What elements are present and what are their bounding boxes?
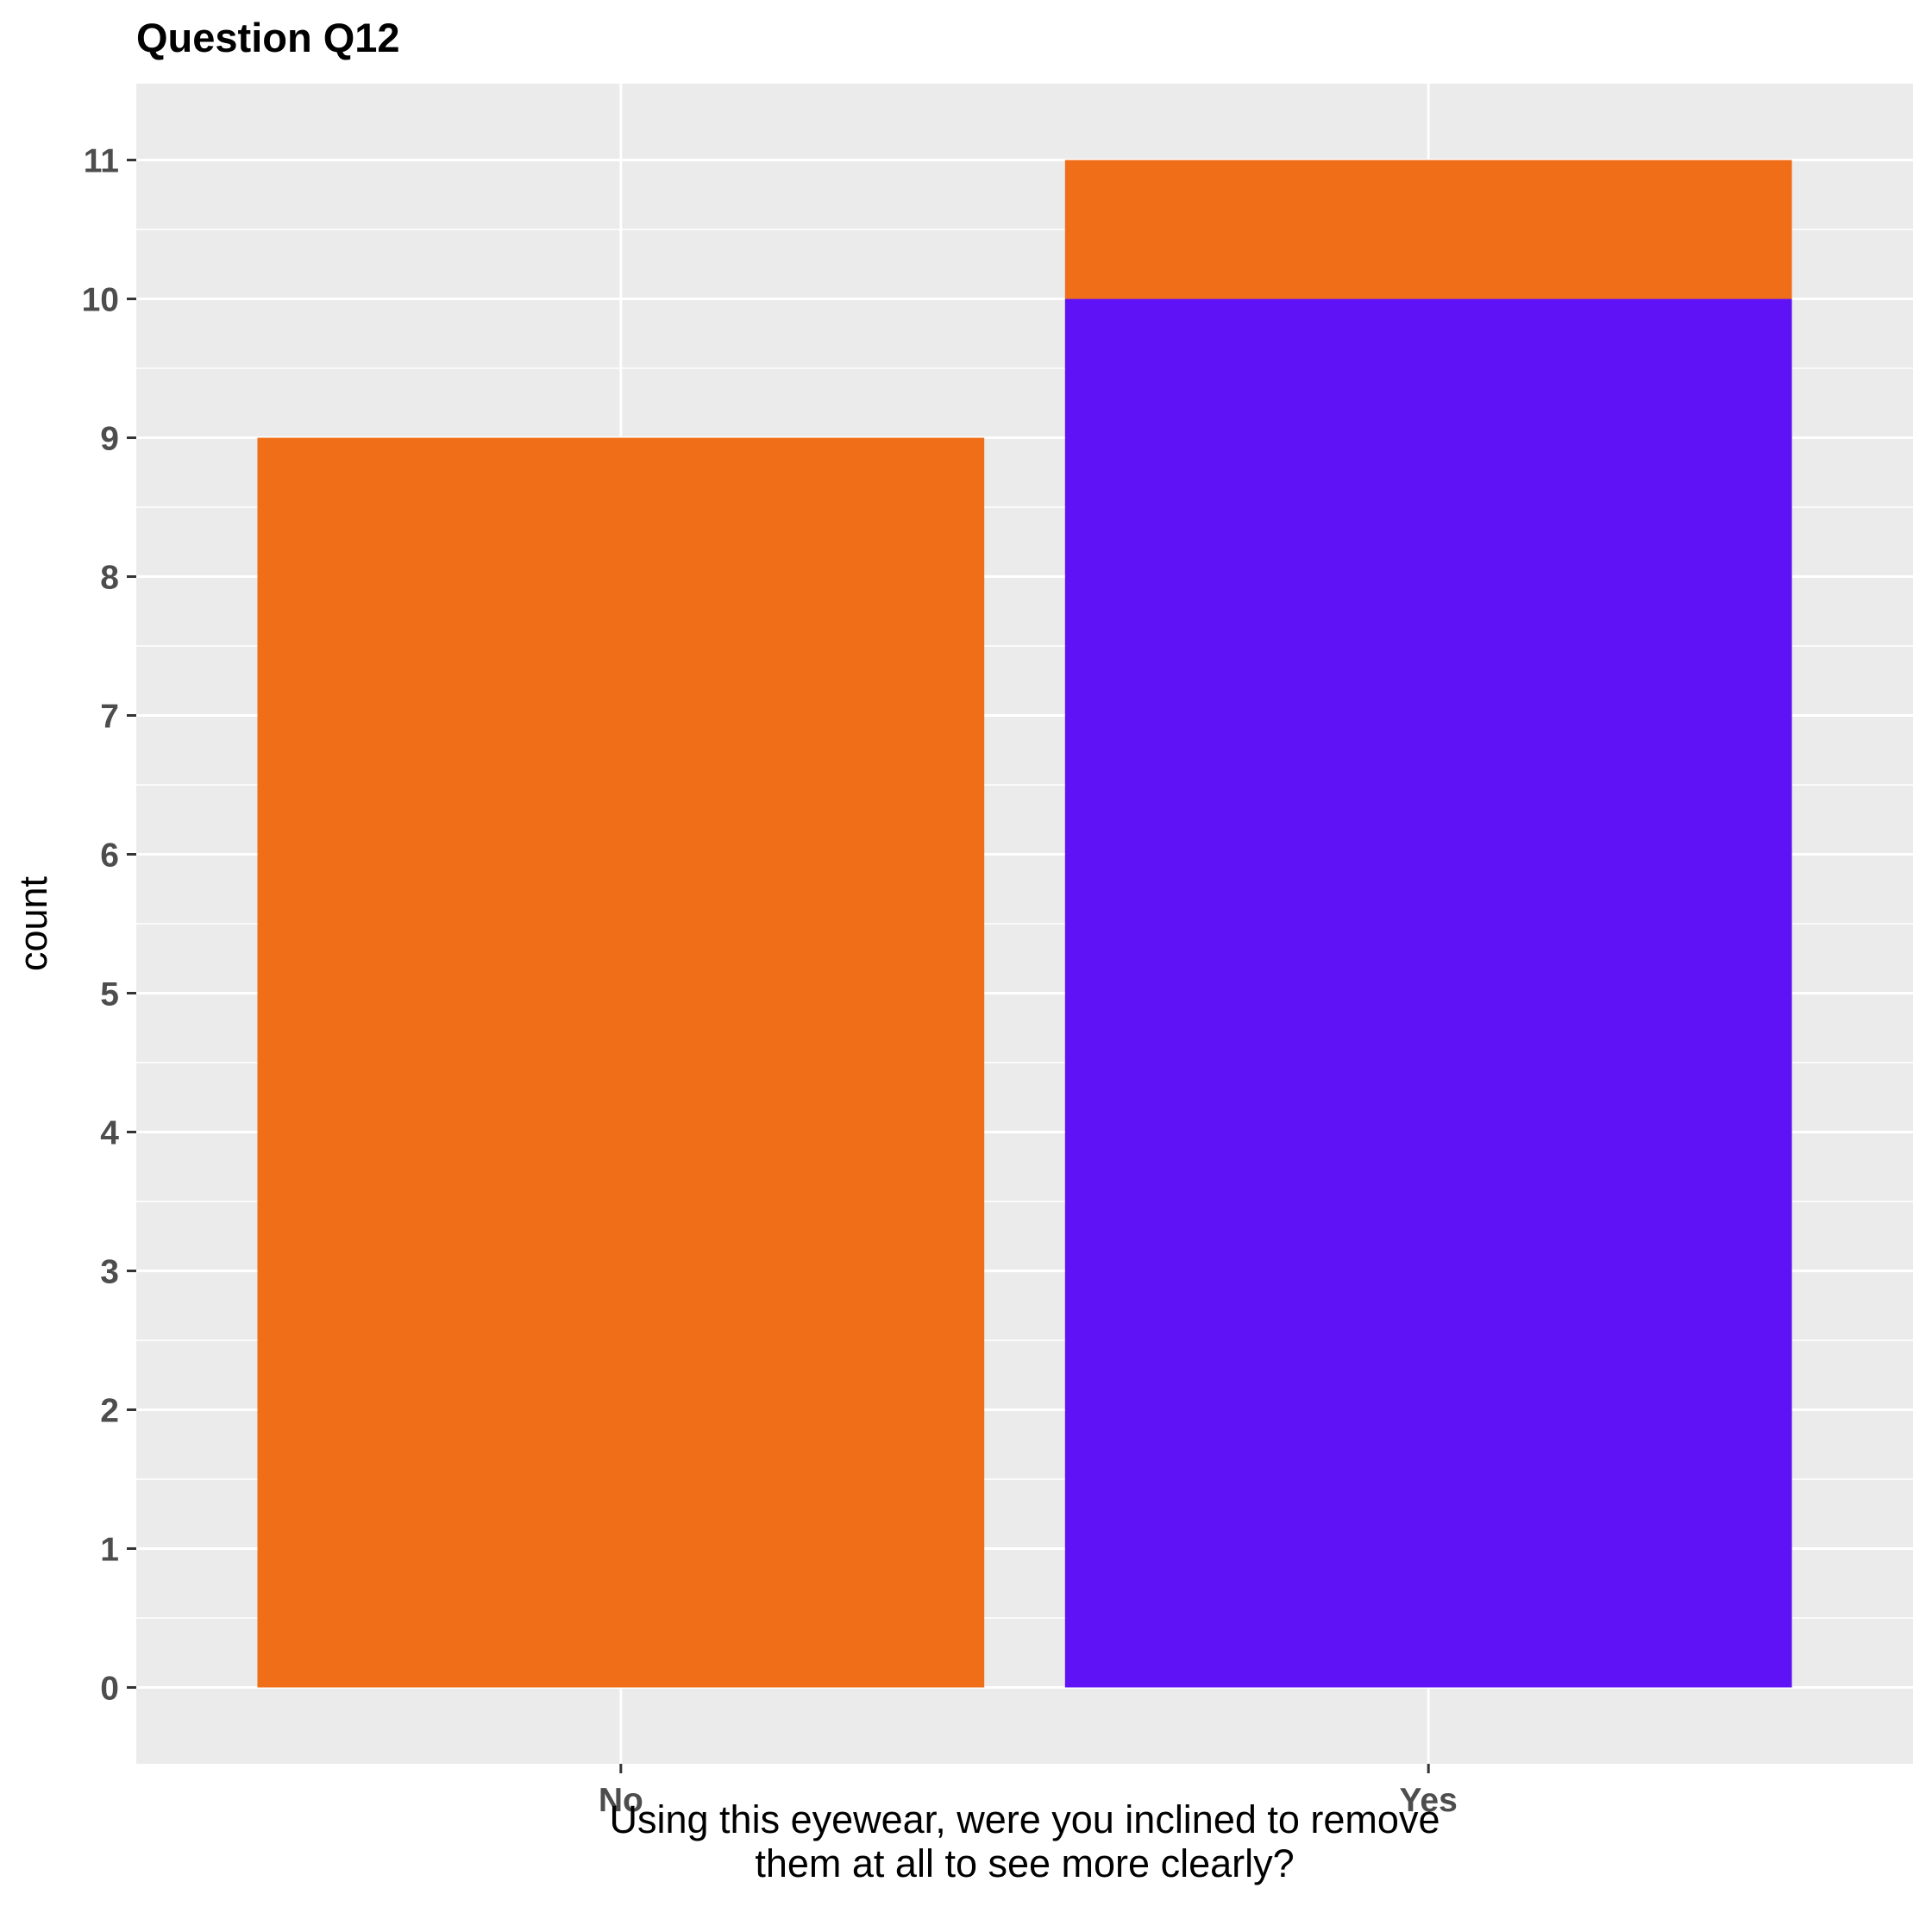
bar-no-segment-2 — [257, 437, 985, 1688]
bar-yes-segment-1 — [1064, 298, 1792, 1688]
y-tick-label: 5 — [100, 975, 119, 1013]
y-tick-label: 4 — [100, 1114, 119, 1151]
y-tick-label: 1 — [100, 1531, 119, 1568]
y-tick-label: 2 — [100, 1392, 119, 1429]
chart-title: Question Q12 — [136, 15, 400, 60]
x-tick-label: No — [599, 1782, 643, 1819]
y-tick-label: 8 — [100, 560, 119, 597]
y-tick-label: 7 — [100, 699, 119, 736]
y-tick-label: 11 — [84, 143, 119, 180]
bar-yes-segment-2 — [1064, 160, 1792, 299]
x-axis: No Yes — [599, 1764, 1458, 1819]
y-tick-label: 3 — [100, 1253, 119, 1290]
x-axis-title-line-2: them at all to see more clearly? — [755, 1841, 1294, 1885]
y-tick-label: 10 — [82, 282, 119, 319]
y-axis: 0 1 2 3 4 5 6 7 8 9 10 11 — [82, 143, 136, 1707]
y-tick-label: 6 — [100, 837, 119, 875]
y-tick-label: 9 — [100, 421, 119, 458]
x-axis-title-line-1: Using this eyewear, were you inclined to… — [610, 1797, 1440, 1841]
y-tick-label: 0 — [100, 1670, 119, 1707]
x-tick-label: Yes — [1400, 1782, 1458, 1819]
bars — [257, 160, 1792, 1688]
y-axis-title: count — [11, 875, 55, 971]
